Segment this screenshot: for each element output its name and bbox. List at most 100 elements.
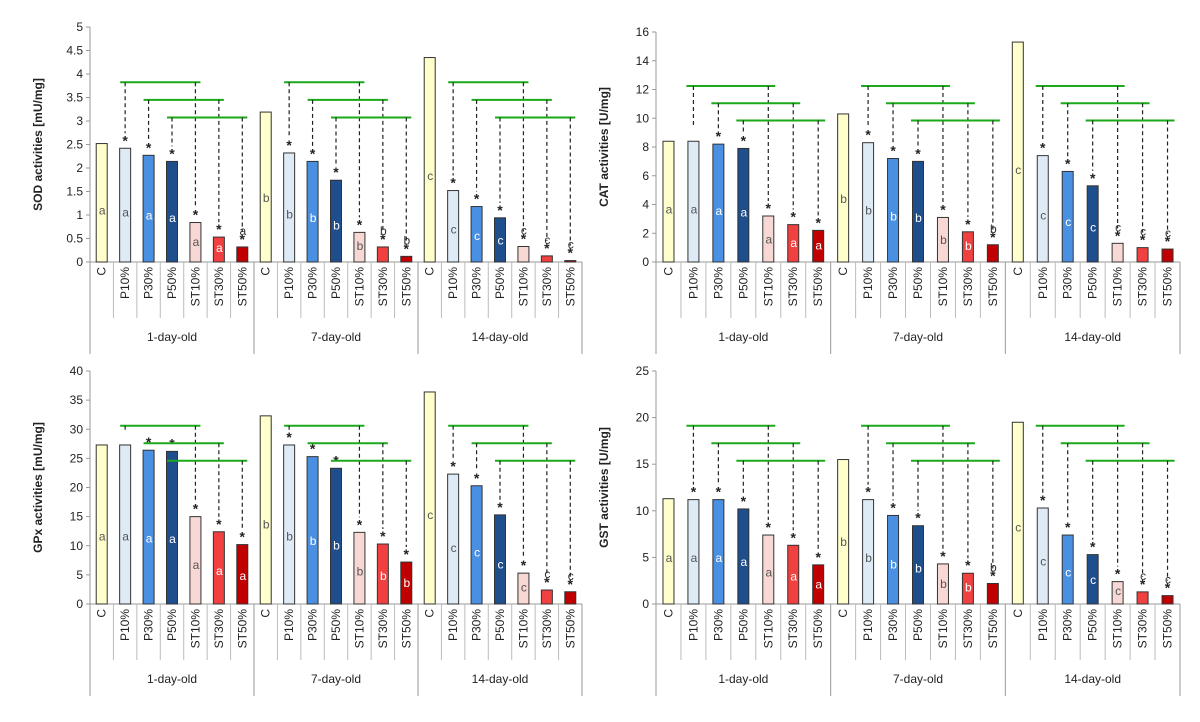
category-label: ST50% [563, 267, 577, 307]
category-label: P30% [1061, 609, 1075, 641]
category-label: C [423, 609, 437, 618]
category-label: P10% [1036, 609, 1050, 641]
group-letter: a [239, 224, 246, 238]
group-1-day-old: a C * a P10% * a P30% * a P50% * a ST10% * a ST30% * a ST50… [661, 424, 826, 686]
group-letter: b [965, 581, 972, 595]
group-letter: b [263, 191, 270, 205]
bar-P30%-1-day-old [142, 154, 155, 263]
significance-star: * [1165, 580, 1171, 596]
significance-star: * [940, 548, 946, 564]
significance-star: * [474, 191, 480, 207]
category-label: ST50% [811, 609, 825, 649]
significance-star: * [404, 240, 410, 256]
group-letter: a [169, 532, 176, 546]
category-label: ST30% [786, 267, 800, 307]
bar-P10%-1-day-old [687, 499, 700, 605]
significance-star: * [497, 202, 503, 218]
group-letter: a [691, 551, 698, 565]
group-letter: c [498, 233, 504, 247]
group-letter: b [915, 562, 922, 576]
bar-P10%-14-day-old [447, 190, 460, 263]
y-tick-label: 0 [642, 597, 649, 611]
y-tick-label: 2 [76, 161, 83, 175]
category-label: P30% [886, 609, 900, 641]
bar-C-7-day-old [837, 113, 850, 263]
y-tick-label: 1 [76, 208, 83, 222]
bar-P30%-14-day-old [470, 485, 483, 605]
category-label: P10% [686, 267, 700, 299]
significance-star: * [1140, 232, 1146, 248]
chart-panel-4: 0 5 10 15 20 25 GST activities [U/mg] a C * a P10% *… [597, 364, 1181, 696]
group-label: 1-day-old [718, 672, 768, 686]
group-letter: a [122, 206, 129, 220]
bar-P30%-1-day-old [712, 499, 725, 605]
group-letter: b [890, 558, 897, 572]
group-letter: b [263, 518, 270, 532]
significance-star: * [865, 127, 871, 143]
bar-P30%-14-day-old [1061, 170, 1074, 263]
significance-star: * [544, 240, 550, 256]
y-tick-label: 3 [76, 114, 83, 128]
bar-ST30%-7-day-old [376, 543, 389, 605]
bar-ST10%-7-day-old [353, 231, 366, 263]
bar-ST50%-1-day-old [812, 229, 825, 263]
category-label: C [259, 267, 273, 276]
significance-star: * [357, 216, 363, 232]
y-tick-label: 30 [70, 422, 84, 436]
group-letter: b [286, 207, 293, 221]
significance-star: * [766, 200, 772, 216]
group-letter: a [99, 529, 106, 543]
group-letter: a [815, 238, 822, 252]
group-letter: c [1015, 163, 1021, 177]
category-label: P50% [911, 609, 925, 641]
group-letter: a [740, 555, 747, 569]
group-label: 1-day-old [718, 330, 768, 344]
group-letter: b [840, 535, 847, 549]
category-label: P10% [118, 267, 132, 299]
group-letter: a [765, 233, 772, 247]
chart-panel-3: 0 5 10 15 20 25 30 35 40 GPx activities [mU/mg] a C… [31, 364, 583, 696]
bar-ST10%-14-day-old [1111, 242, 1124, 263]
chart-panel-2: 0 2 4 6 8 10 12 14 16 CAT activities [U/mg] a Ca P10… [597, 25, 1181, 354]
bar-ST10%-7-day-old [353, 531, 366, 605]
category-label: C [1011, 609, 1025, 618]
significance-star: * [193, 207, 199, 223]
category-label: ST10% [188, 609, 202, 649]
group-letter: c [1090, 573, 1096, 587]
bar-P50%-7-day-old [912, 525, 924, 605]
group-letter: a [193, 235, 200, 249]
y-tick-label: 3.5 [66, 91, 83, 105]
group-letter: b [840, 192, 847, 206]
category-label: P10% [1036, 267, 1050, 299]
bar-P30%-14-day-old [470, 206, 483, 263]
bar-ST50%-7-day-old [400, 255, 413, 263]
significance-star: * [1115, 227, 1121, 243]
category-label: P10% [282, 267, 296, 299]
significance-star: * [890, 499, 896, 515]
bar-ST10%-1-day-old [189, 222, 202, 263]
group-14-day-old: cC*cP10%*cP30%*cP50%*cST10%*cST30%*cST50… [1011, 41, 1175, 344]
group-letter: c [1015, 520, 1021, 534]
group-letter: b [403, 576, 410, 590]
group-letter: c [521, 581, 527, 595]
category-label: ST30% [376, 267, 390, 307]
group-7-day-old: bC*bP10%*bP30%*bP50%*bST10%*bST30%*bST50… [836, 85, 1000, 344]
category-label: C [661, 267, 675, 276]
significance-star: * [940, 201, 946, 217]
category-label: ST50% [811, 267, 825, 307]
category-label: ST30% [212, 267, 226, 307]
category-label: C [836, 609, 850, 618]
significance-star: * [286, 429, 292, 445]
group-14-day-old: cC*cP10%*cP30%*cP50%*cST10%*cST30%*cST50… [423, 57, 577, 344]
bar-ST50%-7-day-old [986, 582, 999, 605]
bar-ST10%-14-day-old [517, 245, 530, 263]
significance-star: * [691, 484, 697, 500]
group-7-day-old: bC*bP10%*bP30%*bP50%*bST10%*bST30%*bST50… [259, 81, 413, 344]
group-letter: c [1090, 221, 1096, 235]
y-tick-label: 14 [636, 54, 650, 68]
group-letter: b [915, 211, 922, 225]
y-tick-label: 6 [642, 169, 649, 183]
category-label: ST50% [1161, 267, 1175, 307]
y-tick-label: 5 [76, 20, 83, 34]
y-tick-label: 5 [76, 568, 83, 582]
